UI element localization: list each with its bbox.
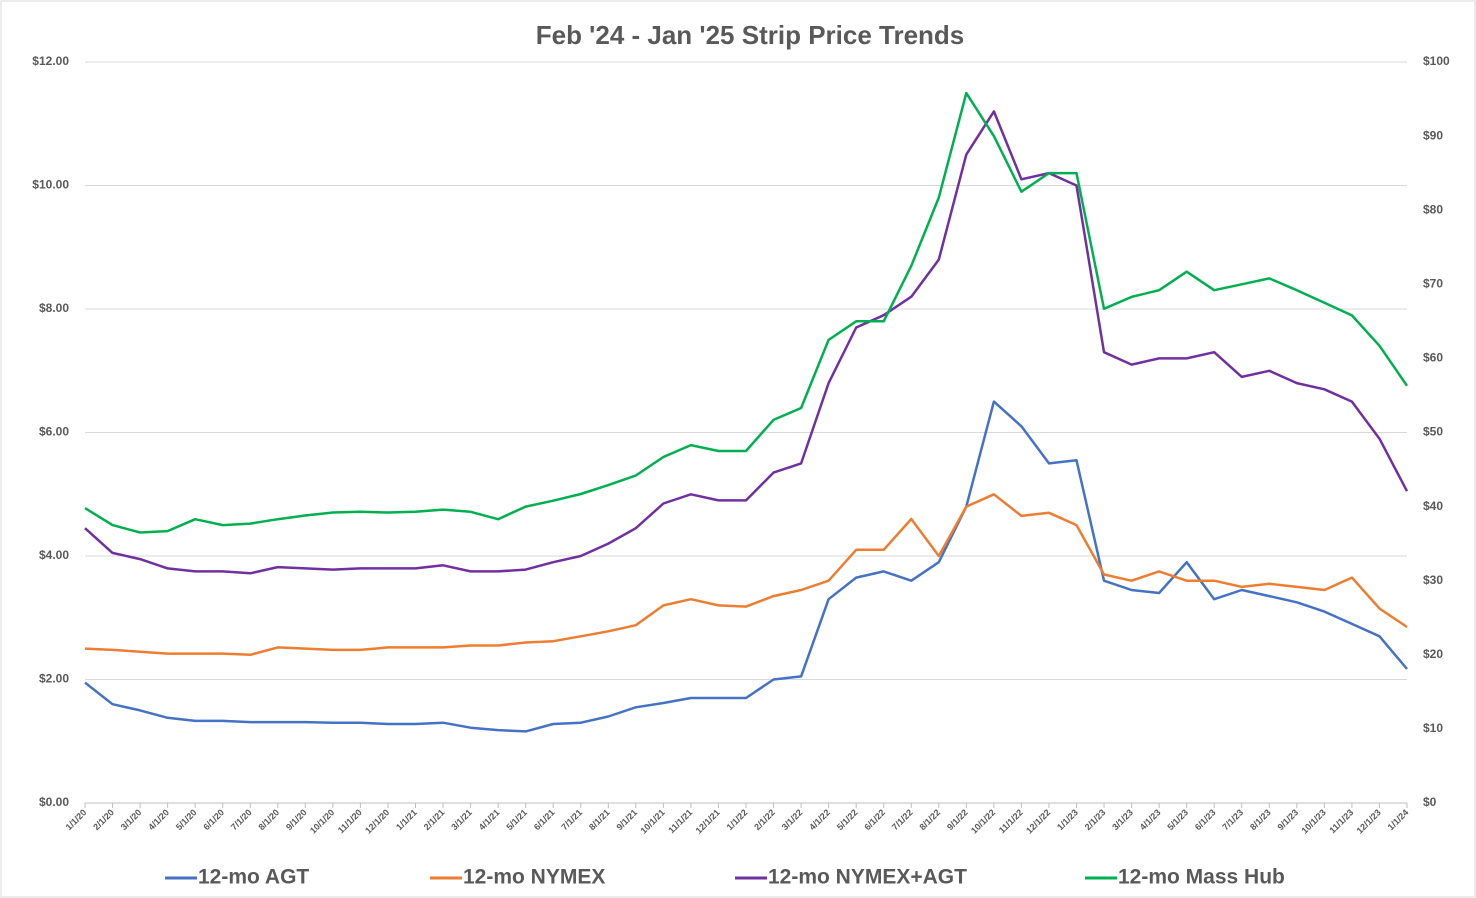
y2-tick-label: $0 [1423,795,1437,809]
y-tick-label: $0.00 [39,795,69,809]
y-tick-label: $8.00 [39,301,69,315]
y2-tick-label: $30 [1423,573,1443,587]
series-line [84,91,1409,534]
y2-tick-label: $40 [1423,499,1443,513]
legend-label: 12-mo AGT [198,866,309,889]
series-line [84,400,1408,733]
y2-tick-label: $20 [1423,647,1443,661]
y2-tick-label: $50 [1423,425,1443,439]
y-tick-label: $12.00 [32,54,69,68]
series-line [84,110,1409,575]
series-line [84,493,1408,657]
legend-label: 12-mo NYMEX [463,866,605,889]
y-tick-label: $2.00 [39,672,69,686]
y-tick-label: $4.00 [39,548,69,562]
y-tick-label: $10.00 [32,178,69,192]
chart-title: Feb '24 - Jan '25 Strip Price Trends [536,20,965,50]
y-tick-label: $6.00 [39,425,69,439]
legend-label: 12-mo NYMEX+AGT [768,866,967,889]
y2-tick-label: $60 [1423,351,1443,365]
y2-tick-label: $90 [1423,128,1443,142]
y2-tick-label: $80 [1423,202,1443,216]
y2-tick-label: $10 [1423,721,1443,735]
y2-tick-label: $70 [1423,276,1443,290]
y2-tick-label: $100 [1423,54,1450,68]
legend-label: 12-mo Mass Hub [1118,866,1285,889]
